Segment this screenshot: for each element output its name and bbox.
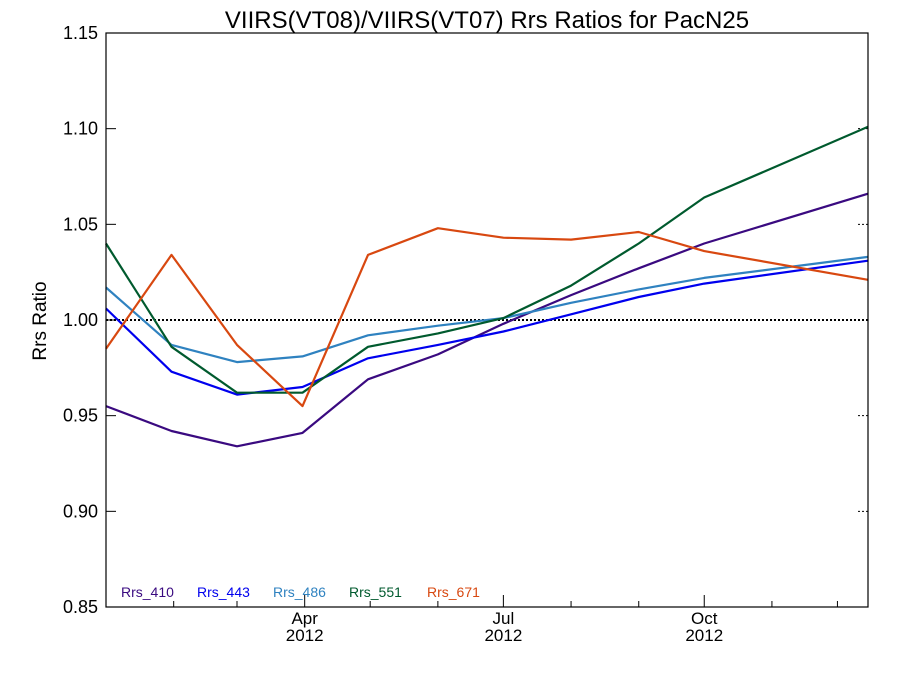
y-tick-label: 0.85 <box>63 597 98 617</box>
series-line-rrs-410 <box>105 192 869 448</box>
y-tick-label: 1.10 <box>63 119 98 139</box>
legend-entry-rrs-486: Rrs_486 <box>273 584 326 600</box>
series-line-rrs-486 <box>105 255 869 364</box>
series-line-rrs-551 <box>105 125 869 394</box>
x-tick-label: Oct <box>691 609 718 628</box>
series-line-rrs-671 <box>105 227 869 408</box>
y-tick-label: 1.15 <box>63 23 98 43</box>
legend: Rrs_410 Rrs_443 Rrs_486 Rrs_551 Rrs_671 <box>121 584 480 600</box>
plot-frame <box>105 32 869 608</box>
legend-entry-rrs-410: Rrs_410 <box>121 584 174 600</box>
x-tick-year-label: 2012 <box>484 626 522 645</box>
y-axis-label: Rrs Ratio <box>30 281 51 360</box>
legend-entry-rrs-551: Rrs_551 <box>349 584 402 600</box>
x-tick-label: Apr <box>291 609 318 628</box>
tick-layer: 0.850.900.951.001.051.101.15Apr2012Jul20… <box>63 23 838 645</box>
legend-entry-rrs-671: Rrs_671 <box>427 584 480 600</box>
series-line-rrs-443 <box>105 259 869 396</box>
x-tick-label: Jul <box>493 609 515 628</box>
series-layer <box>105 125 869 448</box>
y-tick-label: 1.05 <box>63 214 98 234</box>
x-tick-year-label: 2012 <box>685 626 723 645</box>
chart-title: VIIRS(VT08)/VIIRS(VT07) Rrs Ratios for P… <box>225 7 749 34</box>
y-tick-label: 0.90 <box>63 501 98 521</box>
y-tick-label: 1.00 <box>63 310 98 330</box>
legend-entry-rrs-443: Rrs_443 <box>197 584 250 600</box>
y-tick-label: 0.95 <box>63 406 98 426</box>
x-tick-year-label: 2012 <box>286 626 324 645</box>
